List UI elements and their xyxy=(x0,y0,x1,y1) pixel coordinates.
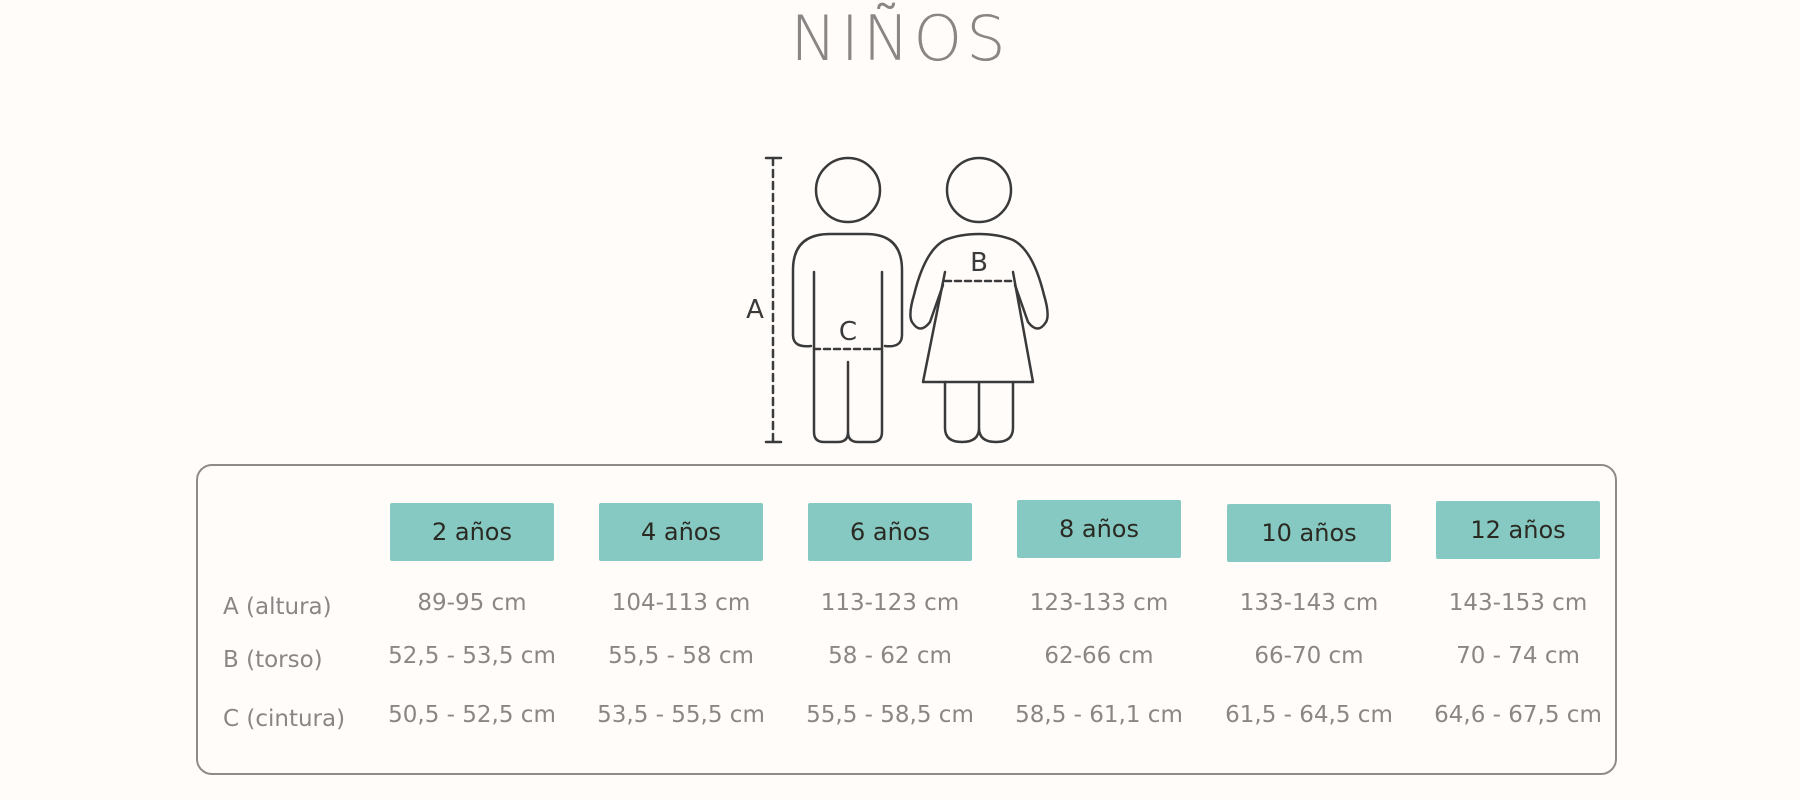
column-header: 8 años xyxy=(1017,500,1181,558)
label-b: B xyxy=(970,248,988,278)
table-cell: 70 - 74 cm xyxy=(1456,643,1580,669)
table-cell: 50,5 - 52,5 cm xyxy=(388,702,556,728)
row-label: A (altura) xyxy=(223,594,332,620)
column-header: 12 años xyxy=(1436,501,1600,559)
column-header: 6 años xyxy=(808,503,972,561)
table-cell: 66-70 cm xyxy=(1254,643,1364,669)
table-cell: 53,5 - 55,5 cm xyxy=(597,702,765,728)
table-cell: 55,5 - 58 cm xyxy=(608,643,754,669)
table-cell: 113-123 cm xyxy=(820,590,960,616)
size-table xyxy=(196,464,1617,775)
table-cell: 104-113 cm xyxy=(611,590,751,616)
girl-icon xyxy=(909,156,1049,444)
column-header: 10 años xyxy=(1227,504,1391,562)
table-cell: 62-66 cm xyxy=(1044,643,1154,669)
table-cell: 61,5 - 64,5 cm xyxy=(1225,702,1393,728)
column-header: 4 años xyxy=(599,503,763,561)
label-c: C xyxy=(839,317,857,347)
page-title: NIÑOS xyxy=(790,2,1010,75)
boy-icon xyxy=(791,156,904,444)
table-cell: 58 - 62 cm xyxy=(828,643,952,669)
table-cell: 89-95 cm xyxy=(417,590,527,616)
table-cell: 52,5 - 53,5 cm xyxy=(388,643,556,669)
table-cell: 133-143 cm xyxy=(1239,590,1379,616)
column-header: 2 años xyxy=(390,503,554,561)
row-label: C (cintura) xyxy=(223,706,346,732)
row-label: B (torso) xyxy=(223,647,323,673)
table-cell: 123-133 cm xyxy=(1029,590,1169,616)
height-measure-bar xyxy=(764,156,783,444)
measurement-figure-illustration: A B C xyxy=(746,156,1049,444)
label-a: A xyxy=(746,295,764,325)
table-cell: 55,5 - 58,5 cm xyxy=(806,702,974,728)
table-cell: 64,6 - 67,5 cm xyxy=(1434,702,1602,728)
table-cell: 143-153 cm xyxy=(1448,590,1588,616)
table-cell: 58,5 - 61,1 cm xyxy=(1015,702,1183,728)
